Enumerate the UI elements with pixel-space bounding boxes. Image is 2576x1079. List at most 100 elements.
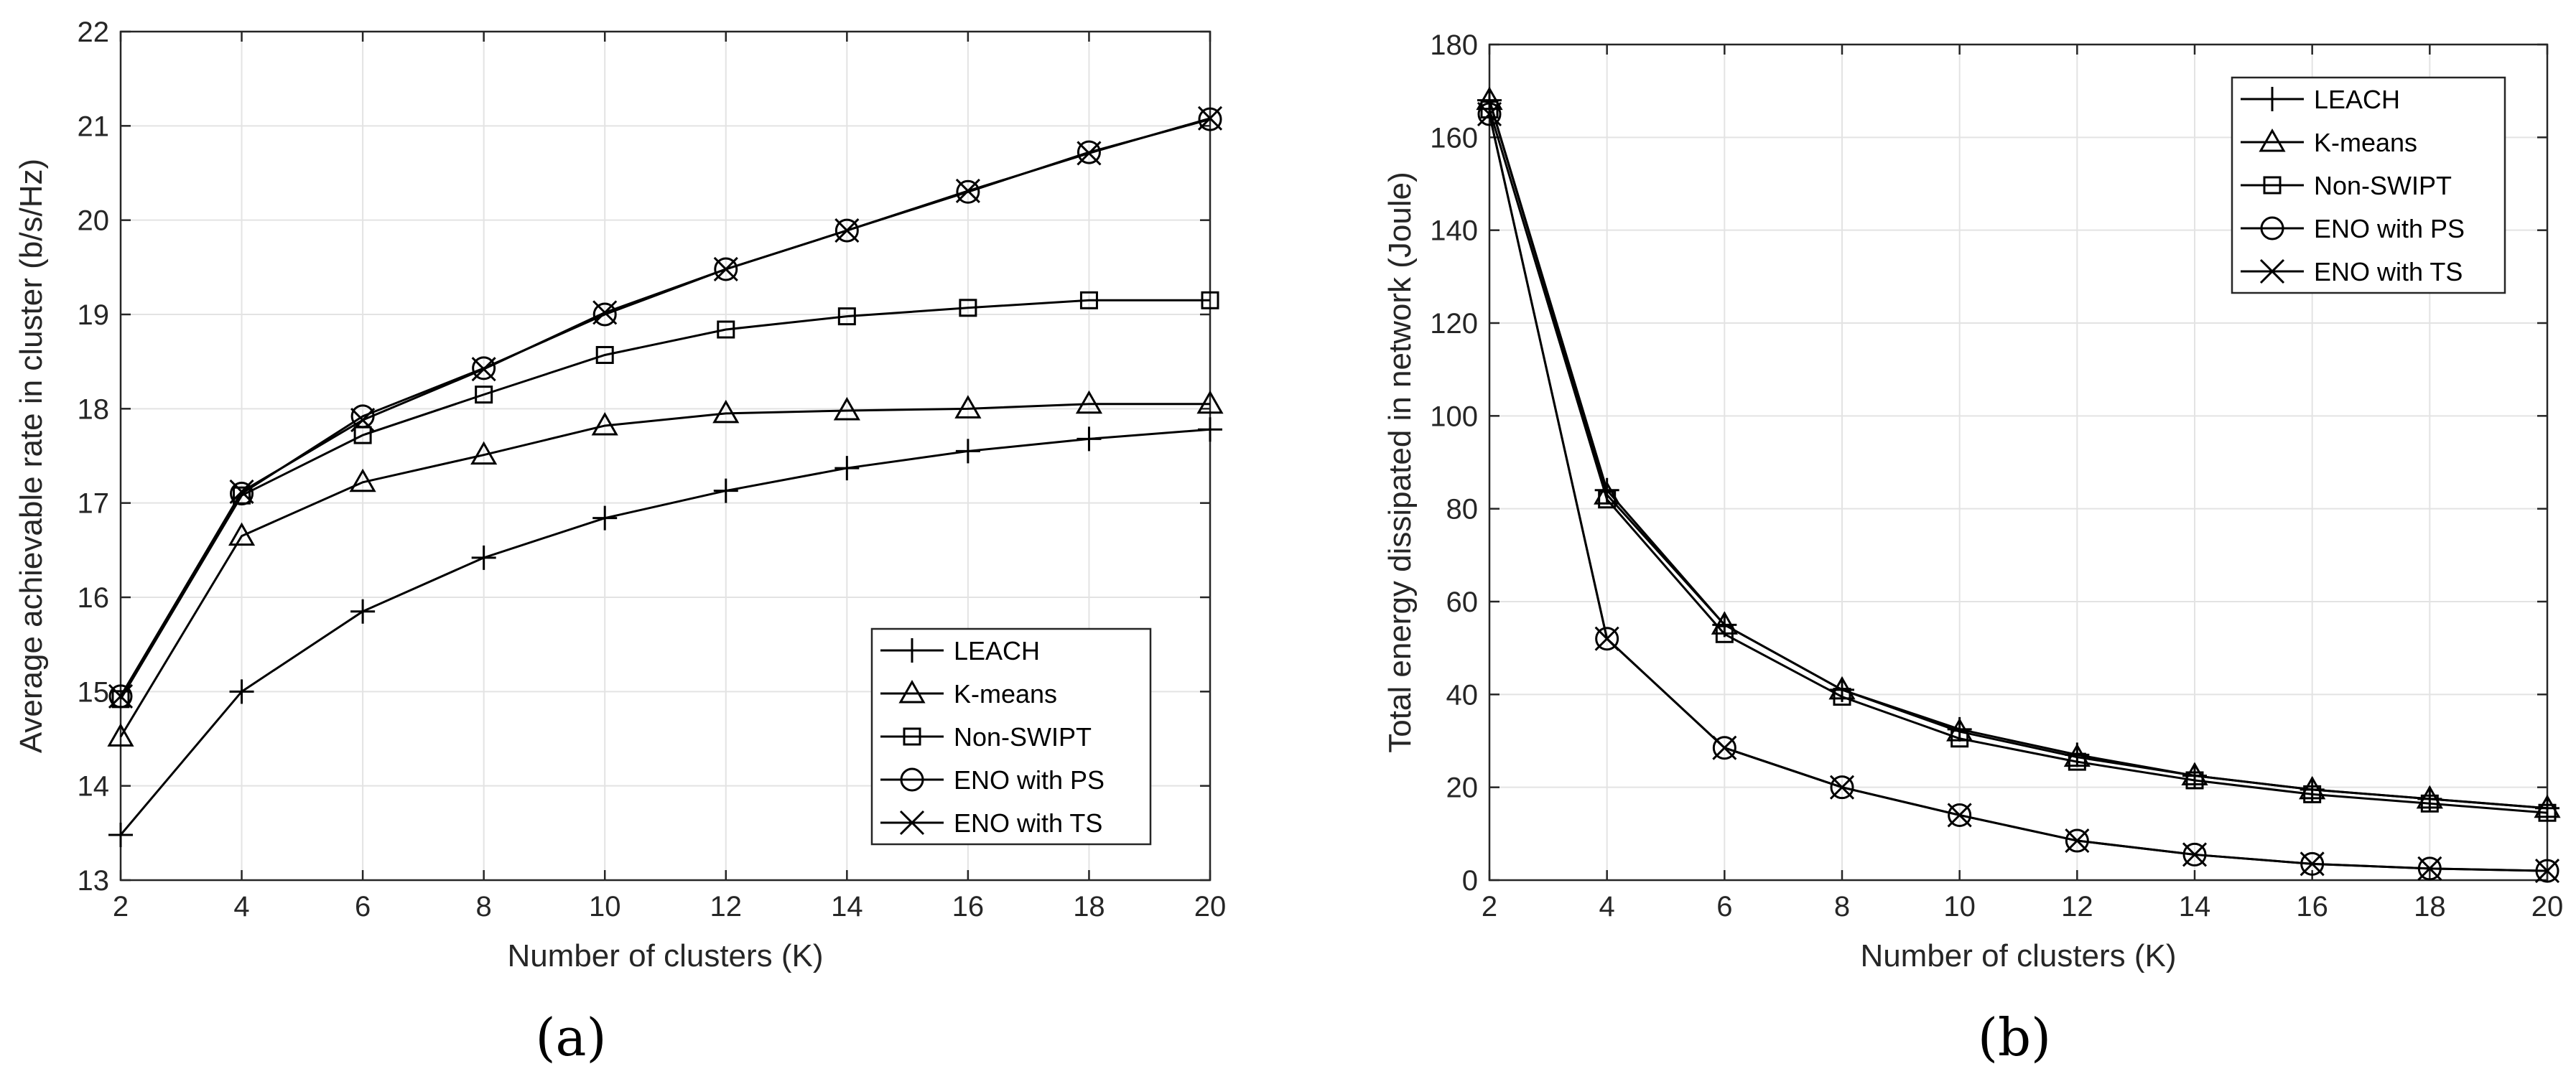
chart-a-legend-label-non-swipt: Non-SWIPT [954,722,1092,752]
chart-b-series-markers-non-swipt [1480,101,2557,822]
chart-b: 2 4 6 8 10 12 14 16 18 20 0 20 40 60 80 100 120 140 160 180… [1382,29,2563,973]
chart-b-legend-marker-non-swipt [2263,176,2282,195]
chart-a-legend-label-k-means: K-means [954,679,1057,709]
chart-a-legend-label-leach: LEACH [954,636,1040,665]
chart-b-point-eno-with-ts [1712,735,1737,760]
chart-b-ytick-label: 20 [1446,772,1479,804]
chart-a-point-leach [1198,417,1222,442]
chart-b-point-eno-with-ts [2534,859,2560,884]
chart-a: 2 4 6 8 10 12 14 16 18 20 13 14 15 16 17 18 19 20 21 22 Numb… [14,17,1226,973]
chart-b-point-eno-with-ps [1712,736,1736,760]
chart-a-legend: LEACH K-means Non-SWIPT ENO with PS ENO with… [870,627,1152,846]
chart-b-series-line-k-means [1488,100,2548,810]
chart-a-point-leach [713,478,738,503]
chart-b-point-non-swipt [1950,729,1969,748]
chart-a-point-leach [1077,426,1102,452]
chart-a-xtick-label: 8 [476,891,492,922]
chart-a-point-k-means [1196,390,1224,414]
chart-a-xtick-label: 14 [831,891,863,922]
chart-a-point-k-means [228,522,256,546]
chart-a-legend-marker-non-swipt [903,727,921,746]
chart-a-point-eno-with-ps [472,356,496,380]
chart-b-point-eno-with-ps [2065,828,2089,853]
chart-b-point-eno-with-ts [1594,626,1619,651]
chart-b-axes-box [1488,43,2549,882]
chart-b-point-k-means [2299,775,2326,800]
chart-a-point-eno-with-ts [1197,106,1223,131]
chart-b-xtick-label: 6 [1716,891,1732,922]
chart-b-legend-item-k-means: K-means [2241,128,2417,157]
chart-a-point-leach [834,456,860,481]
chart-b-point-eno-with-ts [2417,856,2442,881]
chart-a-legend-item-non-swipt: Non-SWIPT [880,722,1092,752]
chart-a-legend-label-eno-with-ps: ENO with PS [954,765,1105,795]
chart-b-point-non-swipt [2303,785,2322,803]
chart-a-ytick-label: 22 [78,17,110,48]
chart-b-point-non-swipt [1598,490,1617,509]
chart-a-point-non-swipt [1201,291,1219,309]
chart-b-xtick-label: 4 [1599,891,1615,922]
chart-a-ytick-label: 13 [78,865,110,897]
chart-b-xtick-label: 8 [1834,891,1850,922]
chart-a-point-non-swipt [959,299,977,317]
chart-a-ytick-label: 17 [78,488,110,520]
chart-a-point-non-swipt [475,386,493,404]
chart-b-point-non-swipt [1833,688,1851,706]
chart-a-point-eno-with-ps [834,218,859,243]
chart-a-point-k-means [591,411,618,436]
chart-b-point-eno-with-ts [2182,842,2208,867]
chart-a-point-leach [955,439,980,464]
chart-b-point-k-means [2416,785,2443,809]
chart-a-xtick-label: 12 [710,891,743,922]
chart-a-xtick-label: 10 [589,891,621,922]
chart-a-point-leach [350,599,376,624]
chart-b-legend-item-eno-with-ps: ENO with PS [2241,214,2465,243]
chart-a-series-line-leach [119,428,1211,836]
chart-b-legend-item-non-swipt: Non-SWIPT [2241,171,2452,200]
chart-a-legend-marker-k-means [898,679,926,704]
chart-b-legend-item-leach: LEACH [2241,85,2400,114]
chart-a-ylabel: Average achievable rate in cluster (b/s/… [14,159,49,753]
chart-a-series-markers-eno-with-ps [108,107,1222,709]
chart-b-point-eno-with-ps [1595,627,1619,651]
chart-b-ytick-label: 100 [1430,401,1478,432]
chart-b-point-eno-with-ts [2065,828,2090,854]
chart-a-series-line-non-swipt [119,299,1210,700]
chart-a-point-eno-with-ps [108,684,133,709]
chart-a-xlabel: Number of clusters (K) [507,938,823,973]
chart-b-legend-label-k-means: K-means [2314,128,2417,157]
chart-b-ytick-label: 120 [1430,308,1478,340]
chart-a-point-eno-with-ps [714,257,738,281]
chart-a-point-k-means [107,723,134,747]
chart-a-series-markers-leach [108,417,1222,847]
chart-a-point-k-means [1075,390,1103,414]
chart-b-point-non-swipt [2068,752,2086,771]
chart-a-point-k-means [349,468,376,492]
chart-a-point-eno-with-ts [955,178,980,204]
chart-b-point-k-means [1476,86,1503,111]
chart-a-point-k-means [470,441,498,465]
chart-a-ytick-label: 18 [78,393,110,425]
chart-a-point-eno-with-ts [834,218,860,243]
chart-b-legend-label-non-swipt: Non-SWIPT [2314,171,2452,200]
chart-b-xtick-label: 16 [2296,891,2328,922]
chart-a-point-leach [592,505,618,531]
chart-b-point-non-swipt [2538,803,2557,822]
chart-b-legend-item-eno-with-ts: ENO with TS [2241,257,2463,286]
chart-a-point-leach [471,545,496,570]
chart-b-point-eno-with-ps [1948,803,1972,827]
chart-a-point-non-swipt [837,307,856,326]
chart-b-point-eno-with-ts [1829,775,1855,800]
chart-b-series-markers-eno-with-ts [1477,101,2560,884]
chart-a-point-non-swipt [595,345,614,364]
chart-b-point-k-means [2063,743,2091,767]
chart-b-legend: LEACH K-means Non-SWIPT ENO with PS ENO with… [2231,76,2506,294]
chart-b-point-k-means [2181,762,2208,785]
chart-b-point-eno-with-ps [1477,102,1502,126]
chart-b-xtick-label: 14 [2179,891,2211,922]
chart-a-xtick-label: 16 [952,891,985,922]
chart-b-point-non-swipt [1715,625,1734,643]
chart-a-legend-item-k-means: K-means [880,679,1057,709]
chart-b-ytick-label: 160 [1430,122,1478,154]
